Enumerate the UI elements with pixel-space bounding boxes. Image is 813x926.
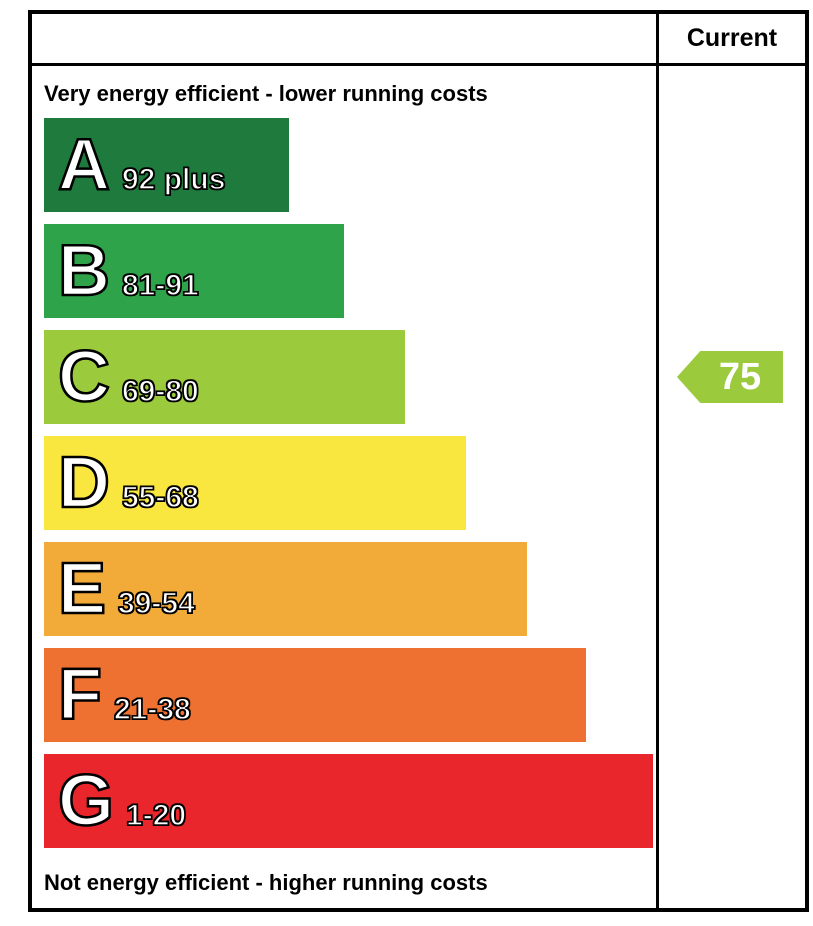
- header-spacer: [32, 14, 659, 66]
- band-letter: G: [57, 761, 116, 841]
- band-letter: A: [57, 125, 112, 205]
- band-range: 69-80: [121, 375, 199, 408]
- bands-area: Very energy efficient - lower running co…: [32, 66, 659, 908]
- band-row-b: B 81-91: [44, 224, 344, 318]
- band-letter: F: [57, 655, 103, 735]
- band-row-e: E 39-54: [44, 542, 528, 636]
- bottom-caption: Not energy efficient - higher running co…: [44, 870, 488, 895]
- band-row-d: D 55-68: [44, 436, 467, 530]
- band-letter: E: [57, 549, 108, 629]
- current-rating-arrow: 75: [677, 351, 783, 403]
- band-row-a: A 92 plus: [44, 118, 289, 212]
- band-range: 55-68: [121, 481, 199, 514]
- band-letter: D: [57, 443, 112, 523]
- band-range: 21-38: [113, 693, 191, 726]
- band-row-f: F 21-38: [44, 648, 586, 742]
- band-row-c: C 69-80: [44, 330, 406, 424]
- current-rating-value: 75: [718, 356, 762, 398]
- band-row-g: G 1-20: [44, 754, 653, 848]
- current-column-header: Current: [659, 14, 805, 66]
- epc-rating-chart: Current Very energy efficient - lower ru…: [28, 10, 809, 912]
- band-range: 81-91: [121, 269, 199, 302]
- band-letter: B: [57, 231, 112, 311]
- band-range: 39-54: [117, 587, 195, 620]
- current-column: 75: [659, 66, 805, 908]
- top-caption: Very energy efficient - lower running co…: [44, 81, 488, 106]
- band-range: 92 plus: [121, 163, 226, 196]
- band-letter: C: [57, 337, 112, 417]
- band-range: 1-20: [125, 799, 187, 832]
